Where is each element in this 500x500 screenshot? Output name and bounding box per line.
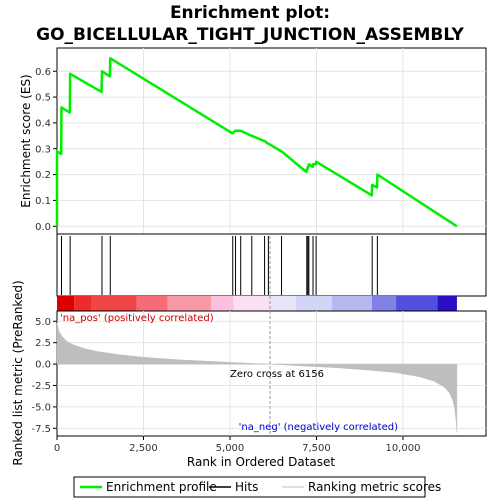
ranked-metric-area xyxy=(56,322,458,433)
legend-label: Hits xyxy=(235,480,258,494)
es-ytick-label: 0.4 xyxy=(35,118,51,129)
es-ytick-label: 0.2 xyxy=(35,170,51,181)
es-panel-frame xyxy=(56,47,487,235)
color-bar-segment xyxy=(57,296,75,311)
color-bar-segment xyxy=(74,296,92,311)
color-bar-segment xyxy=(396,296,438,311)
color-bar-segment xyxy=(371,296,397,311)
neg-correlated-label: 'na_neg' (negatively correlated) xyxy=(239,422,398,433)
es-ytick-label: 0.3 xyxy=(35,144,51,155)
ranked-ytick-label: -7.5 xyxy=(31,424,51,435)
color-bar-segment xyxy=(437,296,457,311)
ranked-ytick-label: 5.0 xyxy=(35,317,51,328)
es-y-ticks: 0.0 0.1 0.2 0.3 0.4 0.5 0.6 xyxy=(35,67,57,233)
es-ytick-label: 0.5 xyxy=(35,93,51,104)
legend-label: Ranking metric scores xyxy=(308,480,441,494)
ranked-ytick-label: -5.0 xyxy=(31,402,51,413)
pos-correlated-label: 'na_pos' (positively correlated) xyxy=(60,313,214,324)
color-bar-segment xyxy=(233,296,270,311)
ranked-ylabel: Ranked list metric (PreRanked) xyxy=(11,280,25,465)
color-bar-segment xyxy=(295,296,333,311)
ranked-y-ticks: 5.0 2.5 0.0 -2.5 -5.0 -7.5 xyxy=(31,317,57,435)
ranking-color-bar xyxy=(57,296,457,311)
ranked-ytick-label: 2.5 xyxy=(35,338,51,349)
ranked-metric-area-group xyxy=(56,322,458,433)
color-bar-segment xyxy=(136,296,168,311)
ranked-ytick-label: -2.5 xyxy=(31,381,51,392)
es-ytick-label: 0.1 xyxy=(35,196,51,207)
ranked-ytick-label: 0.0 xyxy=(35,360,51,371)
hits-panel-frame xyxy=(56,233,487,297)
color-bar-segment xyxy=(269,296,296,311)
legend: Enrichment profile Hits Ranking metric sco… xyxy=(80,480,441,494)
es-ylabel: Enrichment score (ES) xyxy=(19,74,33,207)
zero-cross-label: Zero cross at 6156 xyxy=(230,369,324,380)
chart-title-line2: GO_BICELLULAR_TIGHT_JUNCTION_ASSEMBLY xyxy=(36,25,464,45)
color-bar-segment xyxy=(332,296,372,311)
ranked-xtick-label: 2,500 xyxy=(129,443,158,454)
color-bar-segment xyxy=(91,296,137,311)
ranked-xtick-label: 7,500 xyxy=(302,443,331,454)
ranked-xtick-label: 10,000 xyxy=(385,443,420,454)
chart-title-line1: Enrichment plot: xyxy=(170,3,330,23)
ranked-xtick-label: 5,000 xyxy=(216,443,245,454)
hits-group xyxy=(56,236,378,295)
ranked-xlabel: Rank in Ordered Dataset xyxy=(187,455,335,469)
es-ytick-label: 0.0 xyxy=(35,222,51,233)
color-bar-segment xyxy=(167,296,211,311)
es-ytick-label: 0.6 xyxy=(35,67,51,78)
legend-box xyxy=(73,476,426,498)
legend-label: Enrichment profile xyxy=(106,480,217,494)
color-bar-segment xyxy=(210,296,234,311)
ranked-x-ticks: 0 2,500 5,000 7,500 10,000 xyxy=(54,436,420,454)
es-curve-group xyxy=(55,57,458,228)
es-curve-line xyxy=(55,57,458,228)
es-panel-grid xyxy=(57,48,486,234)
ranked-xtick-label: 0 xyxy=(54,443,60,454)
